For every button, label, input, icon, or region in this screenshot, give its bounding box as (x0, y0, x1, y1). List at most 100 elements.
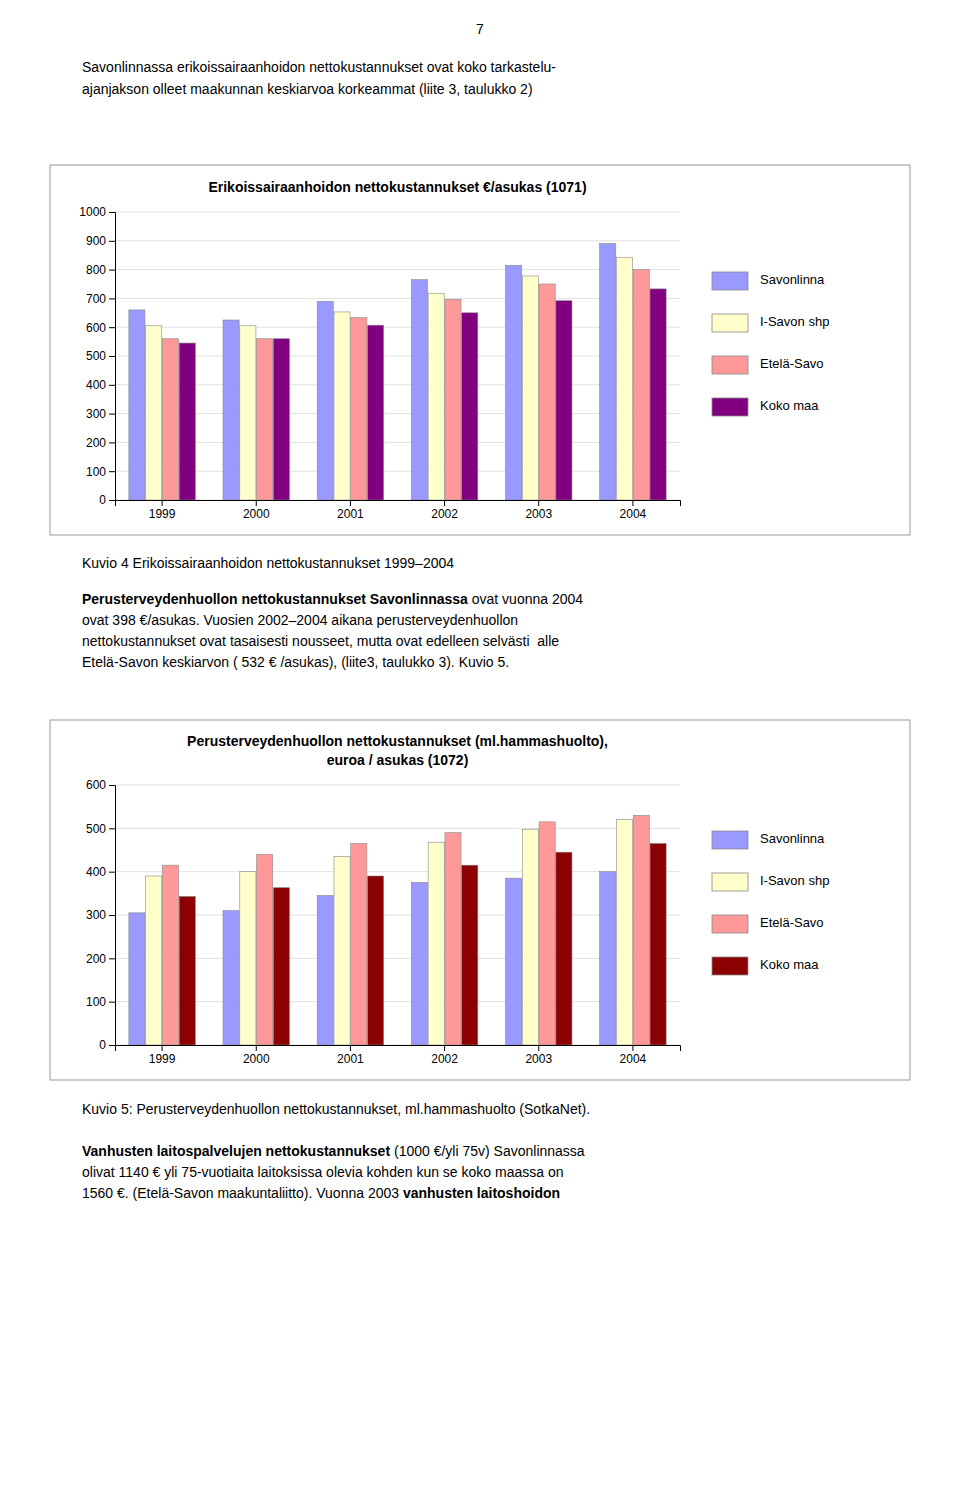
x-tick-label: 2000 (243, 1052, 270, 1066)
bars (129, 244, 666, 500)
grid-line (115, 269, 680, 270)
y-tick: 100 (86, 465, 115, 479)
bar (445, 833, 461, 1045)
x-tick-mark (444, 500, 445, 506)
x-tick-label: 2003 (525, 507, 552, 521)
y-tick-label: 600 (86, 321, 106, 335)
paragraph-line: Vanhusten laitospalvelujen nettokustannu… (82, 1143, 585, 1159)
x-tick-mark (538, 500, 539, 506)
x-tick: 2001 (337, 1045, 364, 1066)
bar (351, 318, 367, 500)
y-tick-mark (109, 872, 115, 873)
x-tick-label: 2002 (431, 1052, 458, 1066)
x-tick: 2002 (431, 1045, 458, 1066)
bar (556, 301, 572, 500)
bar (600, 244, 616, 500)
y-tick-label: 800 (86, 263, 106, 277)
y-axis-line (109, 213, 116, 501)
bar (650, 289, 666, 500)
bar (633, 270, 649, 500)
grid-line (115, 442, 680, 443)
x-tick-mark (162, 1045, 163, 1051)
bar-series (129, 244, 616, 500)
y-tick-label: 300 (86, 908, 106, 922)
chart-box (50, 720, 910, 1080)
grid-line (115, 958, 680, 959)
y-tick-label: 200 (86, 436, 106, 450)
y-tick-mark (109, 356, 115, 357)
y-tick-mark (109, 471, 115, 472)
x-tick-mark (162, 500, 163, 506)
y-tick-label: 600 (86, 778, 106, 792)
bar (129, 310, 145, 500)
body-text: olivat 1140 € yli 75-vuotiaita laitoksis… (82, 1164, 563, 1180)
bar (146, 876, 162, 1045)
bar (600, 872, 616, 1045)
grid-line (115, 1001, 680, 1002)
y-axis-line (109, 786, 116, 1046)
x-tick: 2002 (431, 500, 458, 521)
caption: Kuvio 4 Erikoissairaanhoidon nettokustan… (82, 555, 454, 571)
page: 7Savonlinnassa erikoissairaanhoidon nett… (0, 0, 960, 1486)
bar (539, 284, 555, 500)
x-tick-mark (632, 500, 633, 506)
y-tick-mark (109, 212, 115, 213)
legend-label: I-Savon shp (760, 314, 829, 329)
y-tick: 900 (86, 234, 115, 248)
y-tick: 0 (99, 1038, 115, 1052)
x-tick-label: 2004 (620, 507, 647, 521)
bar (539, 822, 555, 1045)
y-tick-mark (109, 241, 115, 242)
bar-series (162, 270, 649, 500)
bar-series (146, 820, 633, 1045)
body-text: ovat 398 €/asukas. Vuosien 2002–2004 aik… (82, 612, 518, 628)
paragraph-line: 1560 €. (Etelä-Savon maakuntaliitto). Vu… (82, 1185, 560, 1201)
y-tick-mark (109, 828, 115, 829)
y-tick: 400 (86, 865, 115, 879)
x-tick-mark (256, 1045, 257, 1051)
x-tick-mark (256, 500, 257, 506)
chart: Erikoissairaanhoidon nettokustannukset €… (50, 165, 910, 535)
x-tick: 2000 (243, 1045, 270, 1066)
x-tick: 1999 (149, 500, 176, 521)
bar (223, 911, 239, 1045)
y-tick-label: 100 (86, 995, 106, 1009)
bar (240, 872, 256, 1045)
y-tick: 200 (86, 436, 115, 450)
y-tick-label: 400 (86, 378, 106, 392)
legend-swatch (712, 314, 748, 332)
y-tick: 200 (86, 952, 115, 966)
y-tick: 0 (99, 493, 115, 507)
y-tick: 300 (86, 908, 115, 922)
y-tick-mark (109, 414, 115, 415)
legend-label: Koko maa (760, 957, 819, 972)
bar (162, 339, 178, 500)
y-tick: 600 (86, 321, 115, 335)
bar (633, 815, 649, 1045)
bar (522, 276, 538, 500)
legend-swatch (712, 356, 748, 374)
paragraph-line: Etelä-Savon keskiarvon ( 532 € /asukas),… (82, 654, 509, 670)
paragraph-line: Perusterveydenhuollon nettokustannukset … (82, 591, 583, 607)
x-tick-label: 2002 (431, 507, 458, 521)
chart-box (50, 165, 910, 535)
x-tick-label: 1999 (149, 1052, 176, 1066)
grid-line (115, 356, 680, 357)
y-tick: 500 (86, 822, 115, 836)
bar (223, 320, 239, 500)
x-tick: 2001 (337, 500, 364, 521)
grid-line (115, 240, 680, 241)
grid-line (115, 471, 680, 472)
paragraph-line: nettokustannukset ovat tasaisesti nousse… (82, 633, 559, 649)
body-text: 1560 €. (Etelä-Savon maakuntaliitto). Vu… (82, 1185, 403, 1201)
x-axis: 199920002001200220032004 (116, 1045, 681, 1066)
page-number: 7 (476, 21, 484, 37)
grid-line (115, 212, 680, 213)
grid-line (115, 915, 680, 916)
bar (522, 829, 538, 1045)
y-tick-label: 200 (86, 952, 106, 966)
bar (368, 325, 384, 500)
y-tick-label: 900 (86, 234, 106, 248)
bar (273, 888, 289, 1045)
bold-text: Perusterveydenhuollon nettokustannukset … (82, 591, 468, 607)
